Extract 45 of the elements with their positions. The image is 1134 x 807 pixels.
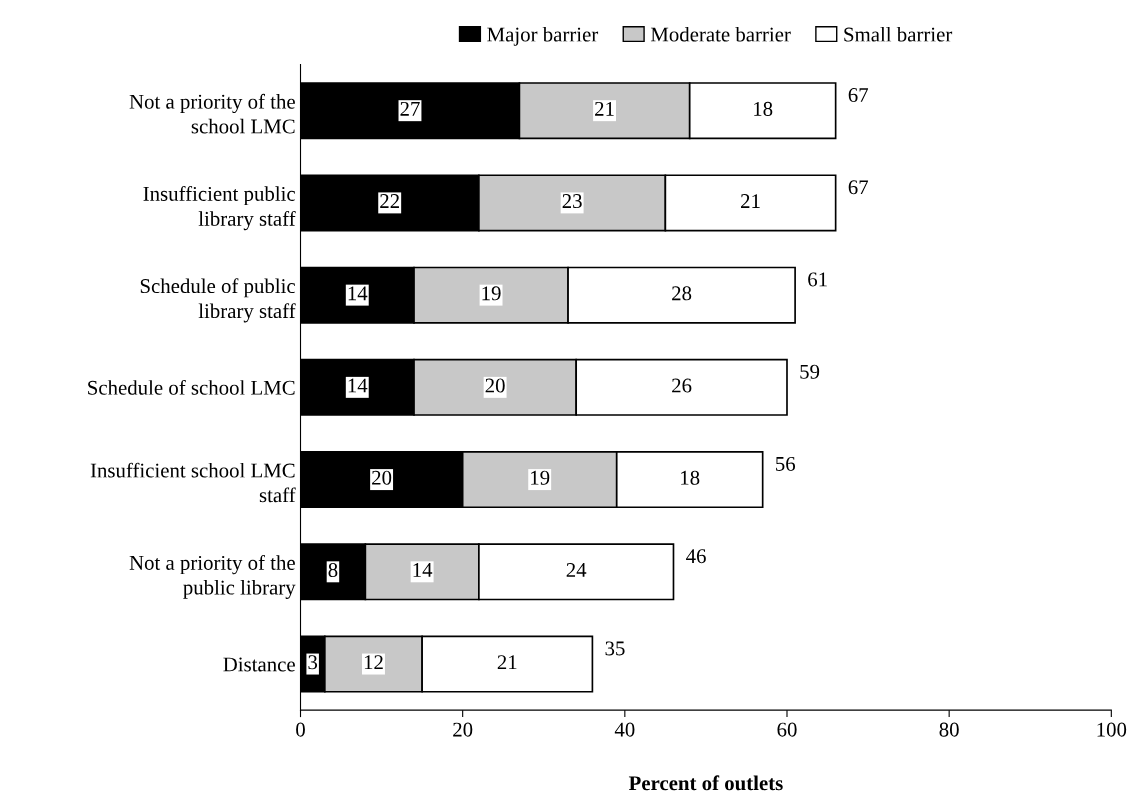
data-label: 28	[672, 286, 692, 301]
x-tick-label: 80	[939, 722, 959, 737]
y-tick-label: Not a priority of the school LMC	[129, 93, 295, 134]
legend-label: Small barrier	[844, 26, 953, 42]
data-label: 18	[754, 101, 773, 116]
data-label: 19	[482, 286, 501, 301]
data-label: 27	[400, 101, 420, 116]
x-tick-label: 20	[453, 722, 473, 737]
data-label: 14	[413, 563, 433, 577]
y-tick-label: Insufficient school LMC staff	[90, 462, 296, 503]
data-label: 22	[380, 194, 399, 208]
total-label: 61	[808, 272, 827, 287]
data-label: 21	[497, 655, 517, 670]
y-tick-label: Schedule of school LMC	[88, 379, 295, 395]
x-tick-label: 40	[614, 722, 635, 737]
total-label: 59	[800, 364, 820, 379]
data-label: 3	[308, 655, 318, 670]
total-label: 46	[686, 549, 706, 564]
data-label: 21	[741, 194, 760, 208]
data-label: 20	[485, 378, 505, 393]
data-label: 14	[348, 286, 368, 301]
x-axis-title: Percent of outlets	[628, 775, 783, 791]
data-label: 14	[348, 378, 368, 393]
y-tick-label: Insufficient public library staff	[143, 186, 296, 231]
y-tick-label: Schedule of public library staff	[140, 278, 296, 323]
data-label: 19	[531, 470, 550, 485]
x-tick-label: 60	[777, 722, 797, 737]
data-label: 18	[681, 470, 700, 485]
y-tick-label: Distance	[223, 657, 295, 672]
data-label: 8	[328, 562, 338, 578]
data-label: 21	[595, 101, 614, 116]
data-label: 12	[364, 655, 383, 670]
legend-label: Major barrier	[487, 26, 599, 46]
total-label: 35	[605, 641, 625, 656]
data-label: 20	[372, 470, 392, 485]
data-label: 26	[672, 378, 692, 393]
total-label: 56	[776, 456, 796, 471]
x-tick-label: 0	[296, 722, 305, 737]
data-label: 23	[562, 194, 582, 209]
total-label: 67	[848, 88, 869, 103]
y-tick-label: Not a priority of the public library	[129, 555, 296, 599]
legend-label: Moderate barrier	[650, 26, 791, 42]
x-tick-label: 100	[1097, 722, 1127, 737]
data-label: 24	[566, 563, 587, 577]
total-label: 67	[848, 180, 869, 195]
